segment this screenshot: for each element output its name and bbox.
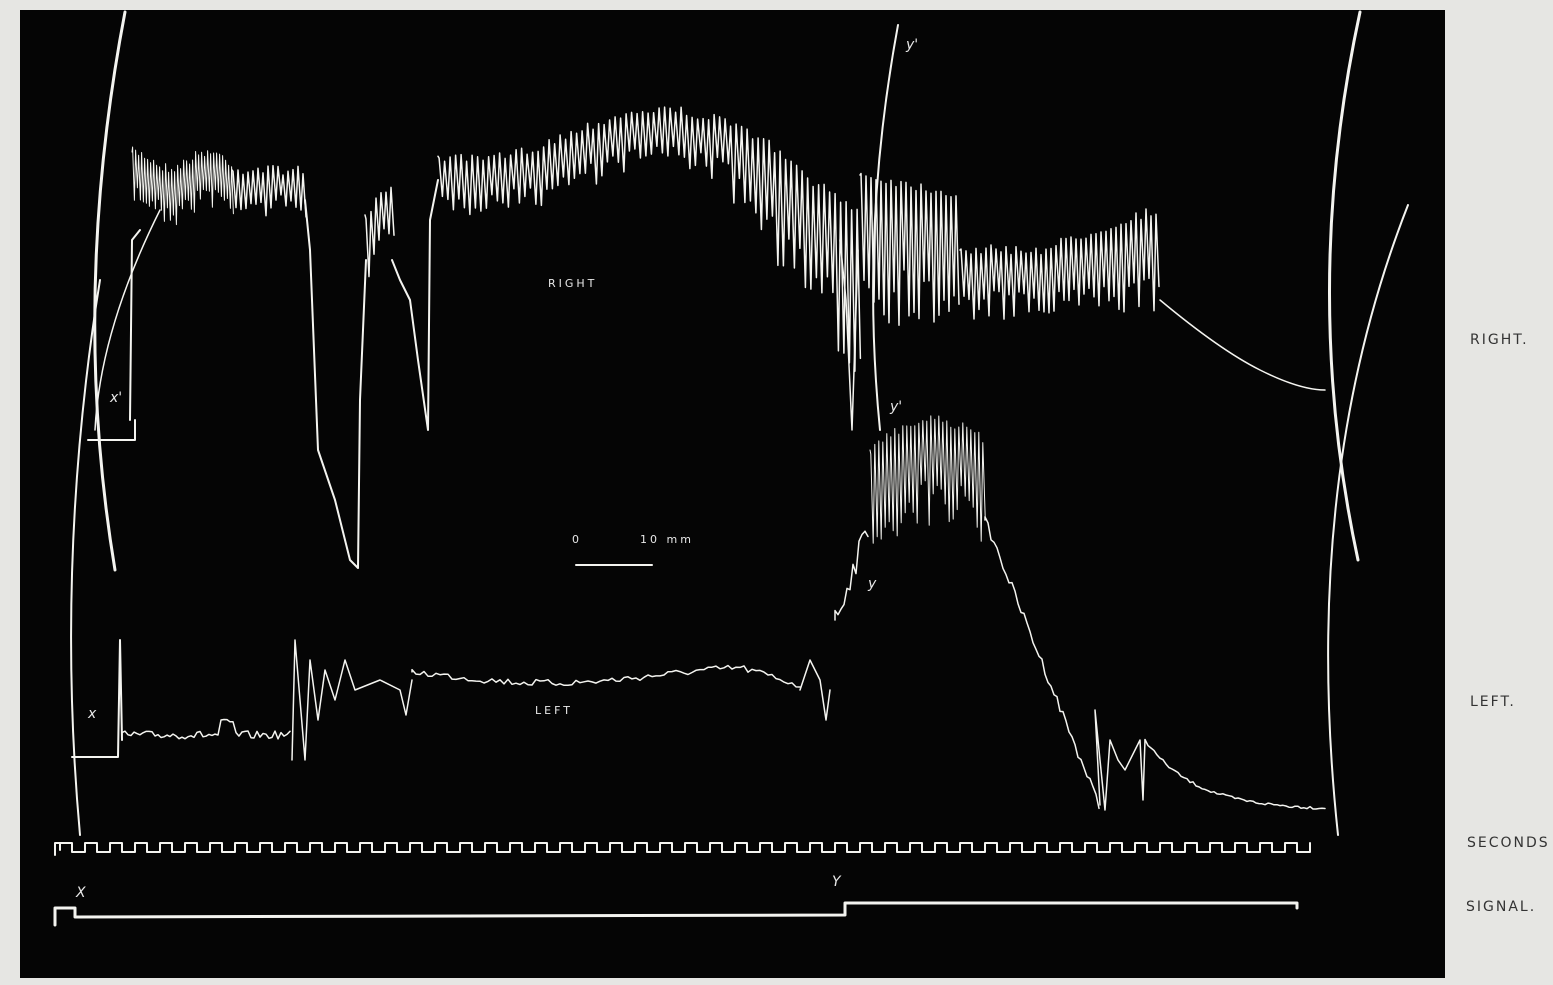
marker: x xyxy=(87,706,97,722)
row-label: RIGHT. xyxy=(1470,332,1529,348)
recording: 0 10 mm RIGHT LEFT x' x y' y' y X Y RIGH… xyxy=(0,0,1553,985)
row-label: LEFT. xyxy=(1470,694,1516,710)
trace-label: LEFT xyxy=(535,704,573,717)
marker: X xyxy=(75,885,86,901)
page: 0 10 mm RIGHT LEFT x' x y' y' y X Y RIGH… xyxy=(0,0,1553,985)
marker: y' xyxy=(905,37,918,53)
scale-start: 0 xyxy=(572,533,582,546)
marker: y xyxy=(867,576,877,592)
scale-end: 10 mm xyxy=(640,533,694,546)
row-label: SIGNAL. xyxy=(1466,899,1536,915)
trace-label: RIGHT xyxy=(548,277,597,290)
marker: x' xyxy=(109,390,122,406)
row-label: SECONDS xyxy=(1467,835,1550,851)
marker: y' xyxy=(889,399,902,415)
marker: Y xyxy=(832,874,842,890)
